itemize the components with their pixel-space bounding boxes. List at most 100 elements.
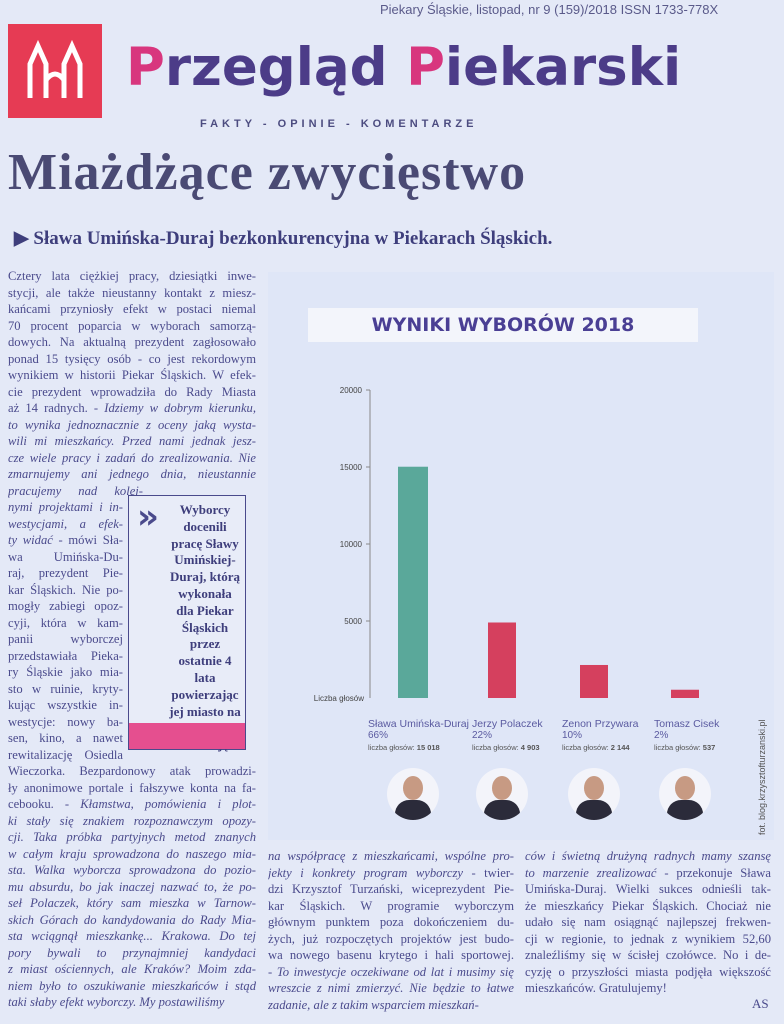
text-span: na współpracę z mieszkańcami, wspólne pr… bbox=[268, 849, 514, 863]
text-span: mogły zabiegi opoz- bbox=[8, 599, 123, 613]
text-line: stycji, ale także nieustanny kontakt z m… bbox=[8, 285, 256, 302]
text-line: dowych. Na aktualną prezydent zagłosował… bbox=[8, 334, 256, 351]
candidate-label: Sława Umińska-Duraj 66% liczba głosów: 15 … bbox=[368, 718, 469, 754]
text-span: mieszkańców. Gratulujemy! bbox=[525, 981, 667, 995]
double-chevron-icon: » bbox=[137, 497, 159, 537]
y-tick-label: 10000 bbox=[340, 540, 363, 549]
text-span: kar Śląskich. W programie wyborczym bbox=[268, 898, 514, 913]
photo-head bbox=[675, 776, 695, 800]
text-line: to wynika jednoznacznie z oceny jaką wys… bbox=[8, 417, 256, 434]
text-span: to wynika jednoznacznie z oceny jaką wys… bbox=[8, 417, 256, 432]
text-line: sen, kino, a nawet bbox=[8, 730, 123, 747]
text-line: 70 procent poparcia w wyborach samorzą- bbox=[8, 318, 256, 335]
text-span: 70 procent poparcia w wyborach samorzą- bbox=[8, 318, 256, 333]
candidate-photo bbox=[659, 768, 711, 820]
chart-plot: 5000 10000 15000 20000 Liczba głosów bbox=[314, 386, 699, 703]
text-line: Cztery lata ciężkiej pracy, dziesiątki i… bbox=[8, 268, 256, 285]
text-span: kując wszystkie in- bbox=[8, 698, 123, 712]
text-line: że mieszkańcy Piekar Śląskich. Chociaż n… bbox=[525, 898, 771, 915]
text-span: z miast ościennych, ale Kraków? Moim zda… bbox=[8, 962, 256, 976]
text-span: Kłamstwa, pomówienia i plot- bbox=[80, 797, 256, 811]
text-span: dowych. Na aktualną prezydent zagłosował… bbox=[8, 335, 256, 349]
text-line: kańcami przyniosły efekt w postaci niema… bbox=[8, 301, 256, 318]
text-line: cji. Taka próbka partyjnych metod znanyc… bbox=[8, 829, 256, 846]
text-line: sta. Walka wyborcza sprowadzona do pozio… bbox=[8, 862, 256, 879]
text-line: zmarnujemy ani jednego dnia, nieustannie bbox=[8, 466, 256, 483]
text-span: rewitalizację Osiedla bbox=[8, 747, 123, 762]
candidate-photo bbox=[476, 768, 528, 820]
bar-2 bbox=[580, 664, 608, 698]
text-line: dzi Krzysztof Turzański, wiceprezydent P… bbox=[268, 881, 514, 898]
issue-line: Piekary Śląskie, listopad, nr 9 (159)/20… bbox=[380, 2, 719, 17]
text-span: sen, kino, a nawet bbox=[8, 731, 123, 745]
candidate-percent: 66% bbox=[368, 730, 389, 741]
candidate-votes: liczba głosów: 4 903 bbox=[472, 743, 540, 752]
text-line: sta wciągnął mieszkankę... Krakowa. Do t… bbox=[8, 928, 256, 945]
text-span: cyji, która w kam- bbox=[8, 615, 123, 630]
y-axis-label: Liczba głosów bbox=[314, 694, 364, 703]
tagline: FAKTY - OPINIE - KOMENTARZE bbox=[200, 118, 478, 130]
text-line: cie prezydent wprowadziła do Rady Miasta bbox=[8, 384, 256, 401]
photo-body bbox=[667, 800, 703, 820]
text-span: to marzenie zrealizować bbox=[525, 865, 657, 880]
text-span: Cztery lata ciężkiej pracy, dziesiątki i… bbox=[8, 269, 256, 283]
right-column: ców i świetną drużyną radnych mamy szans… bbox=[525, 848, 773, 997]
text-span: wreszcie z nimi zmierzyć. Nie będzie to … bbox=[268, 981, 514, 995]
pull-quote-bar bbox=[129, 723, 245, 749]
candidate-percent: 10% bbox=[562, 730, 583, 741]
photo-body bbox=[576, 800, 612, 820]
text-span: - mówi Sła- bbox=[52, 533, 124, 547]
text-span: seł Polaczek, który sam mieszka w Tarnow… bbox=[8, 896, 256, 910]
text-span: cyzję o przyszłości miasta podjęła więks… bbox=[525, 964, 771, 979]
candidate-photo bbox=[568, 768, 620, 820]
photo-body bbox=[484, 800, 520, 820]
text-span: Wieczorka. Bezpardonowy atak prowadzi- bbox=[8, 764, 256, 778]
text-span: ły anonimowe portale i fałszywe konta na… bbox=[8, 780, 256, 795]
text-line: rewitalizację Osiedla bbox=[8, 747, 123, 764]
text-span: że mieszkańcy Piekar Śląskich. Chociaż n… bbox=[525, 898, 771, 913]
title-initial: P bbox=[126, 37, 165, 98]
text-line: pory bywali to przynajmniej kandydaci bbox=[8, 945, 256, 962]
text-line: to marzenie zrealizować - przekonuje Sła… bbox=[525, 865, 771, 882]
left-column: Cztery lata ciężkiej pracy, dziesiątki i… bbox=[8, 268, 256, 1011]
candidate-votes: liczba głosów: 15 018 bbox=[368, 743, 440, 752]
text-line: cze wiele pracy i zadań do zrealizowania… bbox=[8, 450, 256, 467]
text-span: ponad 15 tysięcy osób - co jest rekordow… bbox=[8, 351, 256, 366]
text-span: - przekonuje Sława bbox=[656, 865, 771, 880]
text-line: znaleźliśmy się w ścisłej czołówce. No i… bbox=[525, 947, 771, 964]
text-line: ki stały się znakiem rozpoznawczym opozy… bbox=[8, 813, 256, 830]
text-line: cyzję o przyszłości miasta podjęła więks… bbox=[525, 964, 771, 981]
text-line: wreszcie z nimi zmierzyć. Nie będzie to … bbox=[268, 980, 514, 997]
text-line: Umińska-Duraj. Wielki sukces odnieśli ta… bbox=[525, 881, 771, 898]
text-line: na współpracę z mieszkańcami, wspólne pr… bbox=[268, 848, 514, 865]
text-span: skich Górach do kandydowania do Rady Mia… bbox=[8, 912, 256, 927]
candidate-name: Tomasz Cisek bbox=[654, 718, 720, 730]
text-line: Wieczorka. Bezpardonowy atak prowadzi- bbox=[8, 763, 256, 780]
bar-0 bbox=[398, 466, 428, 698]
text-span: cji w regionie, to jednak z wynikiem 52,… bbox=[525, 931, 771, 946]
text-span: udało się nam osiągnąć najlepszej frekwe… bbox=[525, 915, 771, 929]
middle-column: na współpracę z mieszkańcami, wspólne pr… bbox=[268, 848, 514, 1013]
candidate-name: Sława Umińska-Duraj bbox=[368, 718, 469, 730]
text-span: mu absurdu, bo jak inaczej nazwać to, że… bbox=[8, 879, 256, 894]
text-span: cji. Taka próbka partyjnych metod znanyc… bbox=[8, 830, 256, 844]
chart-title: WYNIKI WYBORÓW 2018 bbox=[308, 308, 698, 342]
candidate-name: Zenon Przywara bbox=[562, 718, 639, 730]
subhead-text: Sława Umińska-Duraj bezkonkurencyjna w P… bbox=[33, 228, 553, 249]
text-line: kując wszystkie in- bbox=[8, 697, 123, 714]
text-span: taki słaby efekt wyborczy. My postawiliś… bbox=[8, 995, 225, 1009]
text-span: raj, prezydent Pie- bbox=[8, 566, 123, 580]
text-span: w całym kraju sprowadzona do naszego mia… bbox=[8, 846, 256, 861]
text-line: udało się nam osiągnąć najlepszej frekwe… bbox=[525, 914, 771, 931]
bar-3 bbox=[671, 689, 699, 698]
title-part: rzegląd bbox=[164, 37, 407, 98]
candidate-votes: liczba głosów: 2 144 bbox=[562, 743, 630, 752]
text-span: kar Śląskich. Nie po- bbox=[8, 582, 123, 597]
photo-body bbox=[395, 800, 431, 820]
text-line: aż 14 radnych. - Idziemy w dobrym kierun… bbox=[8, 400, 256, 417]
text-line: mieszkańców. Gratulujemy! bbox=[525, 980, 771, 997]
photo-head bbox=[492, 776, 512, 800]
text-line: niem było to oszukiwanie mieszkańców i s… bbox=[8, 978, 256, 995]
text-line: wa Umińska-Du- bbox=[8, 549, 123, 566]
masthead-title: Przegląd Piekarski bbox=[126, 28, 681, 108]
